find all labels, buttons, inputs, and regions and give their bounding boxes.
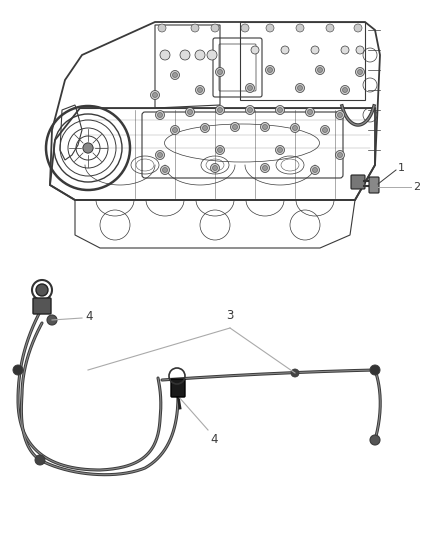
Circle shape <box>370 365 380 375</box>
Circle shape <box>343 87 347 93</box>
Circle shape <box>218 69 223 75</box>
Circle shape <box>13 365 23 375</box>
Circle shape <box>312 167 318 173</box>
Text: 1: 1 <box>398 163 405 173</box>
Circle shape <box>354 24 362 32</box>
Circle shape <box>241 24 249 32</box>
Circle shape <box>211 164 219 173</box>
Circle shape <box>261 164 269 173</box>
Circle shape <box>211 24 219 32</box>
FancyBboxPatch shape <box>369 177 379 193</box>
Text: 3: 3 <box>226 309 234 322</box>
Circle shape <box>262 125 268 130</box>
Text: 4: 4 <box>210 433 218 446</box>
Circle shape <box>326 24 334 32</box>
Circle shape <box>311 166 319 174</box>
Circle shape <box>281 46 289 54</box>
Circle shape <box>311 46 319 54</box>
Circle shape <box>247 108 252 112</box>
Circle shape <box>215 146 225 155</box>
Circle shape <box>187 109 192 115</box>
Text: 2: 2 <box>413 182 420 192</box>
Circle shape <box>276 106 285 115</box>
Circle shape <box>170 125 180 134</box>
Circle shape <box>307 109 312 115</box>
Circle shape <box>198 87 202 93</box>
Circle shape <box>356 46 364 54</box>
Circle shape <box>202 125 208 131</box>
Circle shape <box>276 146 285 155</box>
Circle shape <box>83 143 93 153</box>
Circle shape <box>170 70 180 79</box>
Circle shape <box>191 24 199 32</box>
Circle shape <box>341 46 349 54</box>
Circle shape <box>318 68 322 72</box>
Circle shape <box>47 315 57 325</box>
Circle shape <box>370 435 380 445</box>
Circle shape <box>296 84 304 93</box>
Circle shape <box>278 108 283 112</box>
Circle shape <box>315 66 325 75</box>
Circle shape <box>268 68 272 72</box>
Circle shape <box>218 148 223 152</box>
Circle shape <box>155 150 165 159</box>
Circle shape <box>36 284 48 296</box>
Circle shape <box>212 166 218 171</box>
Circle shape <box>160 50 170 60</box>
FancyBboxPatch shape <box>33 298 51 314</box>
Circle shape <box>158 152 162 157</box>
Circle shape <box>195 85 205 94</box>
Circle shape <box>207 50 217 60</box>
Circle shape <box>180 50 190 60</box>
Circle shape <box>158 112 162 117</box>
Circle shape <box>201 124 209 133</box>
Circle shape <box>173 127 177 133</box>
Circle shape <box>233 125 237 130</box>
Circle shape <box>218 108 223 112</box>
FancyBboxPatch shape <box>171 379 185 397</box>
Circle shape <box>158 24 166 32</box>
FancyBboxPatch shape <box>351 175 365 189</box>
Circle shape <box>160 166 170 174</box>
Circle shape <box>322 127 328 133</box>
Circle shape <box>251 46 259 54</box>
Circle shape <box>215 68 225 77</box>
Circle shape <box>246 84 254 93</box>
Text: 4: 4 <box>85 310 92 322</box>
Circle shape <box>336 150 345 159</box>
Circle shape <box>296 24 304 32</box>
Circle shape <box>291 369 299 377</box>
Circle shape <box>186 108 194 117</box>
Circle shape <box>152 93 158 98</box>
Circle shape <box>162 167 167 173</box>
Circle shape <box>340 85 350 94</box>
Circle shape <box>195 50 205 60</box>
Circle shape <box>305 108 314 117</box>
Circle shape <box>338 152 343 157</box>
Circle shape <box>265 66 275 75</box>
Circle shape <box>247 85 252 91</box>
Circle shape <box>336 110 345 119</box>
Circle shape <box>321 125 329 134</box>
Circle shape <box>151 91 159 100</box>
Circle shape <box>290 124 300 133</box>
Circle shape <box>261 123 269 132</box>
Circle shape <box>35 455 45 465</box>
Circle shape <box>215 106 225 115</box>
Circle shape <box>338 112 343 117</box>
Circle shape <box>278 148 283 152</box>
Circle shape <box>297 85 303 91</box>
Circle shape <box>356 68 364 77</box>
Circle shape <box>262 166 268 171</box>
Circle shape <box>230 123 240 132</box>
Circle shape <box>266 24 274 32</box>
Circle shape <box>246 106 254 115</box>
Circle shape <box>173 72 177 77</box>
Circle shape <box>357 69 363 75</box>
Circle shape <box>293 125 297 131</box>
Circle shape <box>155 110 165 119</box>
